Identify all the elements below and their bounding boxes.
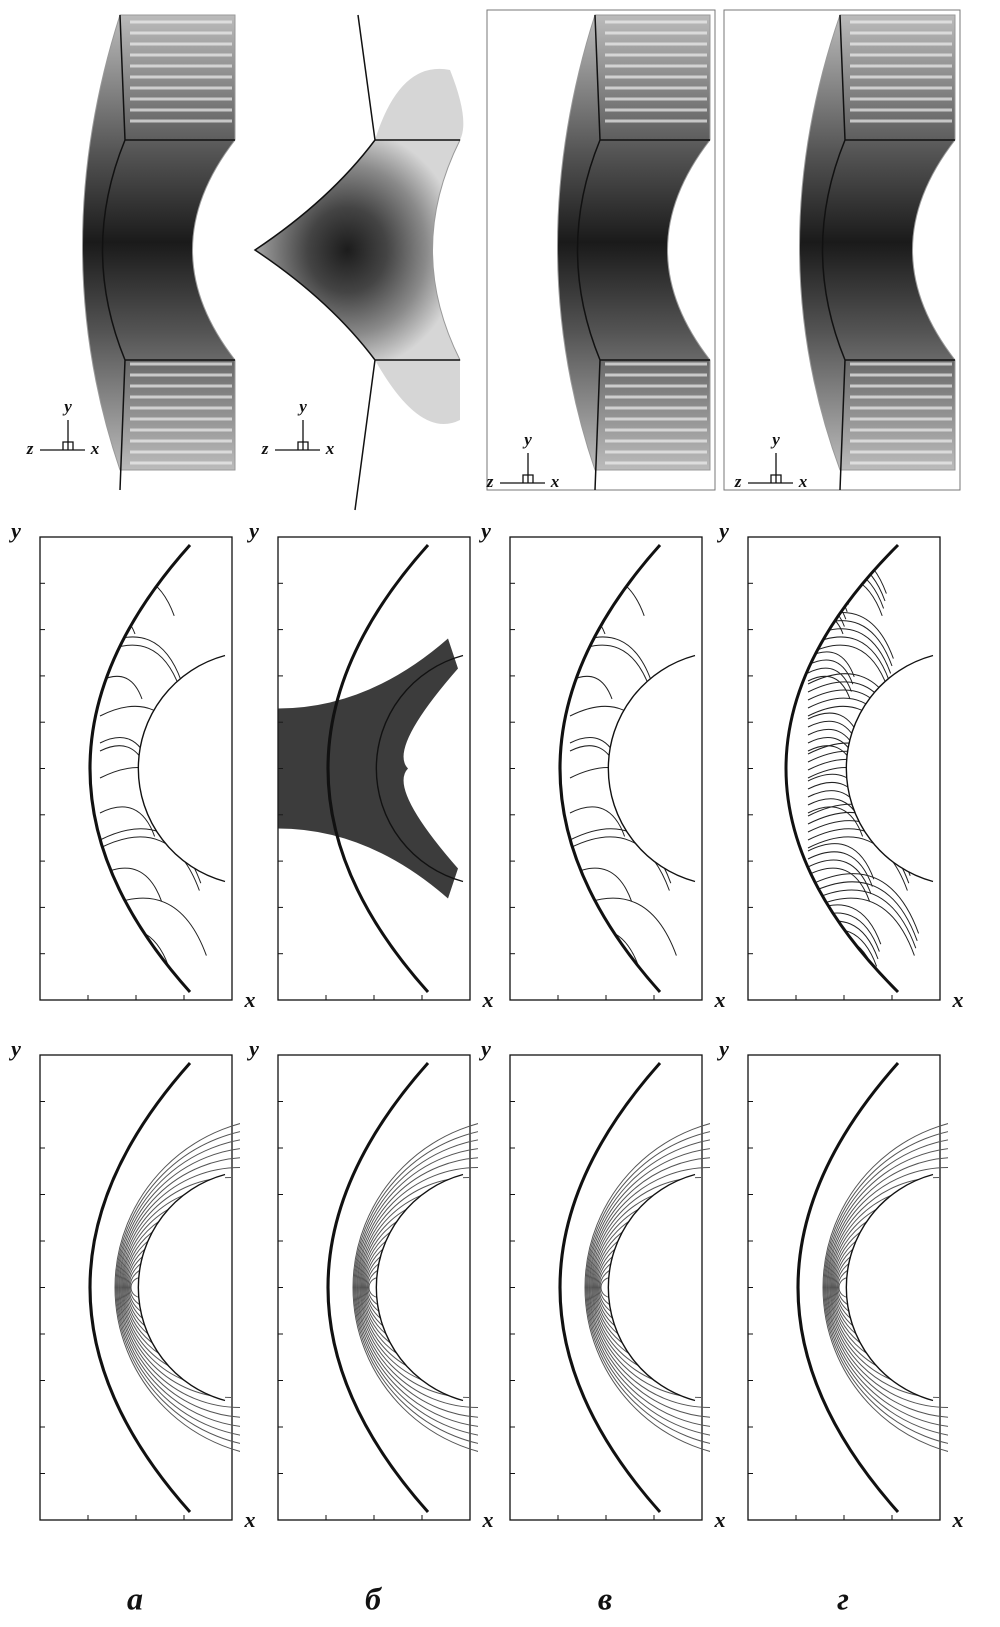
contour-plot [558,15,711,490]
triad-label: z [486,472,494,491]
streak-line [570,554,598,569]
streak-line [808,961,839,978]
triad-label: z [734,472,742,491]
contour-plot [800,15,956,490]
axis-label: x [244,987,256,1012]
body-contour [376,1175,463,1401]
triad-label: y [297,397,307,416]
streak-plot [278,537,470,1000]
streak-plot [748,537,940,1000]
axis-label: x [952,1507,964,1532]
body-contour [138,656,225,882]
axis-triad [500,453,545,483]
body-contour [846,656,933,882]
axis-label: y [8,518,21,543]
streak-line [808,559,885,601]
triad-label: y [522,430,532,449]
streak-plot [510,537,702,1000]
streak-line [808,554,836,569]
contour-plot [255,15,463,510]
streak-line [808,952,840,969]
streak-line [100,969,129,985]
axis-triad [275,420,320,450]
streak-line [808,599,846,619]
streak-line [808,551,886,593]
streak-line [808,582,849,604]
triad-label: y [62,397,72,416]
streak-line [808,905,881,944]
axis-label: y [478,1036,491,1061]
streamline-plot [40,1055,285,1520]
streamline-plot [510,1055,755,1520]
streak-line [570,969,599,985]
streak-line [808,576,882,616]
axis-label: x [952,987,964,1012]
streak-line [570,929,639,966]
streamline-plot [278,1055,523,1520]
axis-label: y [716,518,729,543]
streak-line [808,969,837,985]
streak-line [570,576,644,616]
streak-line [808,929,877,966]
streak-line [100,576,174,616]
axis-label: y [246,518,259,543]
triad-label: y [770,430,780,449]
contour-field [255,140,460,360]
contour-plot [83,15,236,490]
axis-label: x [714,987,726,1012]
triad-label: x [90,439,100,458]
streak-line [808,913,879,952]
axis-label: x [482,987,494,1012]
streak-plot [40,537,232,1000]
panel-label: а [127,1580,143,1616]
streak-line [808,591,847,612]
streak-line [570,938,637,974]
streak-band [278,639,458,899]
panel-label: г [837,1580,849,1616]
streak-line [808,898,914,955]
triad-label: z [261,439,269,458]
streak-line [808,944,842,962]
axis-label: x [244,1507,256,1532]
streak-line [100,929,169,966]
axis-label: y [8,1036,21,1061]
axis-label: x [482,1507,494,1532]
body-contour [846,1175,933,1401]
streak-line [570,868,632,901]
panel-label: в [598,1580,612,1616]
streamline-plot [748,1055,993,1520]
contour-field [83,15,236,470]
streak-line [808,676,850,699]
panel-label: б [365,1580,383,1616]
streak-line [570,637,651,681]
figure: zyxyxyxаzyxyxyxбzyxyxyxвzyxyxyxг [0,0,1000,1627]
streak-line [100,637,181,681]
triad-label: x [550,472,560,491]
body-contour [138,1175,225,1401]
axis-triad [40,420,85,450]
streak-line [100,554,128,569]
body-contour [608,656,695,882]
body-contour [608,1175,695,1401]
axis-label: y [478,518,491,543]
contour-field [558,15,711,470]
triad-label: x [325,439,335,458]
triad-label: x [798,472,808,491]
axis-triad [748,453,793,483]
streak-line [100,868,162,901]
triad-label: z [26,439,34,458]
axis-label: y [246,1036,259,1061]
streak-line [808,844,874,880]
streak-line [100,938,167,974]
axis-label: x [714,1507,726,1532]
axis-label: y [716,1036,729,1061]
